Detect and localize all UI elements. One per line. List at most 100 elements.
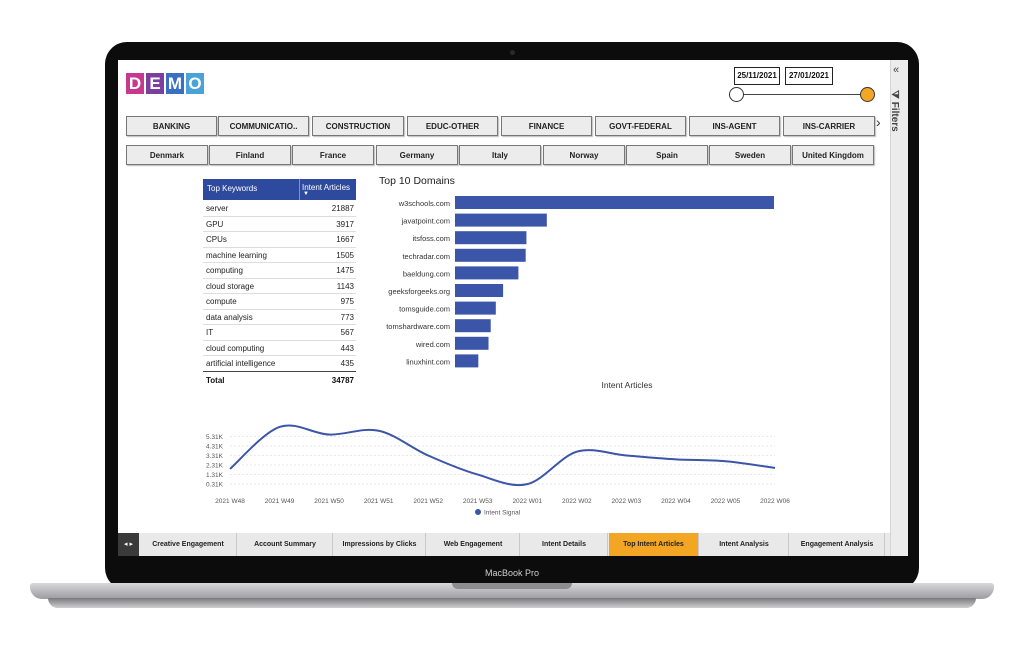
country-option[interactable]: Norway: [543, 145, 625, 165]
intent-signal-line[interactable]: [229, 424, 776, 487]
table-row[interactable]: GPU 3917: [203, 217, 356, 232]
x-tick-label: 2021 W53: [463, 498, 493, 505]
tab-nav-arrows[interactable]: ◂ ▸: [118, 533, 139, 556]
tab-page[interactable]: Account Summary: [238, 533, 333, 556]
table-row[interactable]: cloud storage 1143: [203, 279, 356, 294]
country-option[interactable]: Spain: [626, 145, 708, 165]
industry-option[interactable]: FINANCE: [501, 116, 592, 136]
industry-option[interactable]: GOVT-FEDERAL: [595, 116, 686, 136]
country-option[interactable]: France: [292, 145, 374, 165]
domain-bar[interactable]: [455, 196, 774, 209]
y-tick-label: 5.31K: [206, 434, 224, 441]
country-option[interactable]: Sweden: [709, 145, 791, 165]
x-tick-label: 2022 W05: [711, 498, 741, 505]
x-tick-label: 2021 W49: [265, 498, 295, 505]
table-row[interactable]: machine learning 1505: [203, 248, 356, 263]
count-cell: 435: [340, 359, 354, 368]
count-cell: 1505: [336, 250, 354, 260]
domain-bar[interactable]: [455, 336, 489, 350]
industry-option[interactable]: CONSTRUCTION: [312, 116, 404, 136]
bar-category-label: w3schools.com: [398, 199, 450, 208]
legend-label: Intent Signal: [484, 510, 521, 517]
bar-category-label: tomshardware.com: [386, 322, 450, 331]
y-tick-label: 1.31K: [206, 472, 224, 479]
end-date-input[interactable]: 27/01/2021: [785, 67, 833, 85]
country-option[interactable]: Finland: [209, 145, 291, 165]
y-tick-label: 0.31K: [206, 482, 224, 489]
keyword-cell: cloud storage: [206, 281, 255, 291]
industry-option[interactable]: EDUC-OTHER: [407, 116, 498, 136]
keyword-cell: CPUs: [206, 235, 227, 244]
x-tick-label: 2022 W06: [760, 498, 790, 505]
domain-bar[interactable]: [455, 354, 479, 368]
filters-label[interactable]: ⧩ Filters: [889, 90, 900, 132]
start-date-input[interactable]: 25/11/2021: [734, 67, 780, 85]
y-tick-label: 3.31K: [206, 453, 224, 460]
industry-option[interactable]: BANKING: [126, 116, 217, 136]
bar-chart-title: Top 10 Domains: [379, 175, 455, 187]
bar-category-label: tomsguide.com: [399, 305, 450, 314]
x-tick-label: 2022 W04: [661, 498, 691, 505]
tab-page[interactable]: Engagement Analysis: [790, 533, 885, 556]
keyword-cell: machine learning: [206, 250, 267, 260]
tab-page[interactable]: Creative Engagement: [140, 533, 237, 556]
domain-bar[interactable]: [455, 248, 526, 262]
country-option[interactable]: Germany: [376, 145, 458, 165]
domain-bar[interactable]: [455, 319, 491, 333]
keyword-cell: GPU: [206, 219, 224, 229]
table-row[interactable]: cloud computing 443: [203, 341, 356, 356]
count-cell: 1475: [336, 266, 354, 275]
date-slider-end-handle[interactable]: [860, 87, 875, 102]
header-divider: [299, 179, 300, 200]
tab-page[interactable]: Impressions by Clicks: [334, 533, 426, 556]
domain-bar[interactable]: [455, 213, 547, 227]
table-row[interactable]: artificial intelligence 435: [203, 356, 356, 372]
total-label: Total: [206, 376, 225, 385]
domain-bar[interactable]: [455, 231, 527, 245]
country-option[interactable]: Denmark: [126, 145, 208, 165]
logo-letter: O: [186, 73, 204, 94]
industry-option[interactable]: INS-CARRIER: [783, 116, 875, 136]
table-row[interactable]: server 21887: [203, 201, 356, 217]
keyword-cell: server: [206, 204, 229, 213]
laptop-base: [30, 583, 994, 599]
count-cell: 773: [340, 312, 354, 322]
table-row[interactable]: IT 567: [203, 325, 356, 341]
header-intent-articles[interactable]: Intent Articles: [302, 183, 351, 192]
count-cell: 443: [340, 343, 354, 353]
report-canvas: [118, 60, 890, 556]
table-row[interactable]: compute 975: [203, 294, 356, 310]
count-cell: 975: [340, 297, 354, 306]
table-row[interactable]: CPUs 1667: [203, 232, 356, 248]
camera-icon: [510, 50, 515, 55]
country-option[interactable]: Italy: [459, 145, 541, 165]
bar-category-label: javatpoint.com: [401, 217, 450, 226]
header-top-keywords[interactable]: Top Keywords: [207, 184, 258, 193]
date-slider-start-handle[interactable]: [729, 87, 744, 102]
industry-option[interactable]: COMMUNICATIO..: [218, 116, 309, 136]
keywords-table-header: Top Keywords Intent Articles ▼: [203, 179, 356, 200]
bar-category-label: baeldung.com: [403, 269, 450, 278]
chevron-right-icon[interactable]: ›: [876, 114, 881, 130]
table-row[interactable]: data analysis 773: [203, 310, 356, 325]
filters-pane[interactable]: [890, 60, 908, 556]
tab-page[interactable]: Web Engagement: [427, 533, 520, 556]
bar-category-label: techradar.com: [402, 252, 450, 261]
filter-icon: ⧩: [889, 90, 900, 102]
collapse-icon[interactable]: «: [893, 64, 900, 76]
tab-page[interactable]: Top Intent Articles: [609, 533, 699, 556]
x-tick-label: 2021 W48: [215, 498, 245, 505]
domain-bar[interactable]: [455, 301, 496, 315]
y-tick-label: 4.31K: [206, 443, 224, 450]
domain-bar[interactable]: [455, 266, 519, 280]
keyword-cell: IT: [206, 328, 214, 337]
country-option[interactable]: United Kingdom: [792, 145, 874, 165]
count-cell: 21887: [331, 204, 354, 213]
date-slider-track[interactable]: [737, 94, 868, 95]
tab-page[interactable]: Intent Analysis: [700, 533, 789, 556]
table-row[interactable]: computing 1475: [203, 263, 356, 279]
domain-bar[interactable]: [455, 284, 504, 297]
keyword-cell: cloud computing: [206, 343, 265, 353]
tab-page[interactable]: Intent Details: [521, 533, 608, 556]
industry-option[interactable]: INS-AGENT: [689, 116, 780, 136]
